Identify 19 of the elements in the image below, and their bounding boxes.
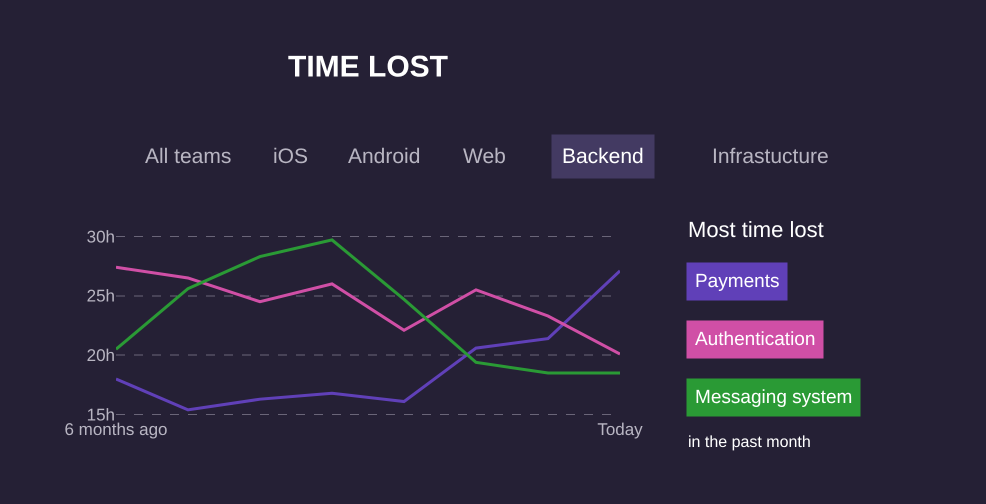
x-tick-label: Today <box>597 420 644 439</box>
text: Authentication <box>695 329 816 350</box>
y-tick-label: 20h <box>86 346 115 366</box>
line-series <box>116 238 620 375</box>
text: Android <box>348 145 420 168</box>
line-series <box>116 266 620 356</box>
text: in the past month <box>688 434 811 451</box>
text: Messaging system <box>695 387 852 408</box>
text: All teams <box>145 145 232 168</box>
y-tick-label: 30h <box>86 227 115 246</box>
y-tick-label: 25h <box>86 286 115 306</box>
chart-title: TIME LOST <box>288 50 448 84</box>
legend-title: Most time lost <box>688 217 824 242</box>
line-series <box>116 269 620 412</box>
text: Web <box>463 145 506 168</box>
text: iOS <box>273 145 308 168</box>
text: Backend <box>562 145 644 168</box>
text: Infrastucture <box>712 145 829 168</box>
text: Payments <box>695 271 780 292</box>
